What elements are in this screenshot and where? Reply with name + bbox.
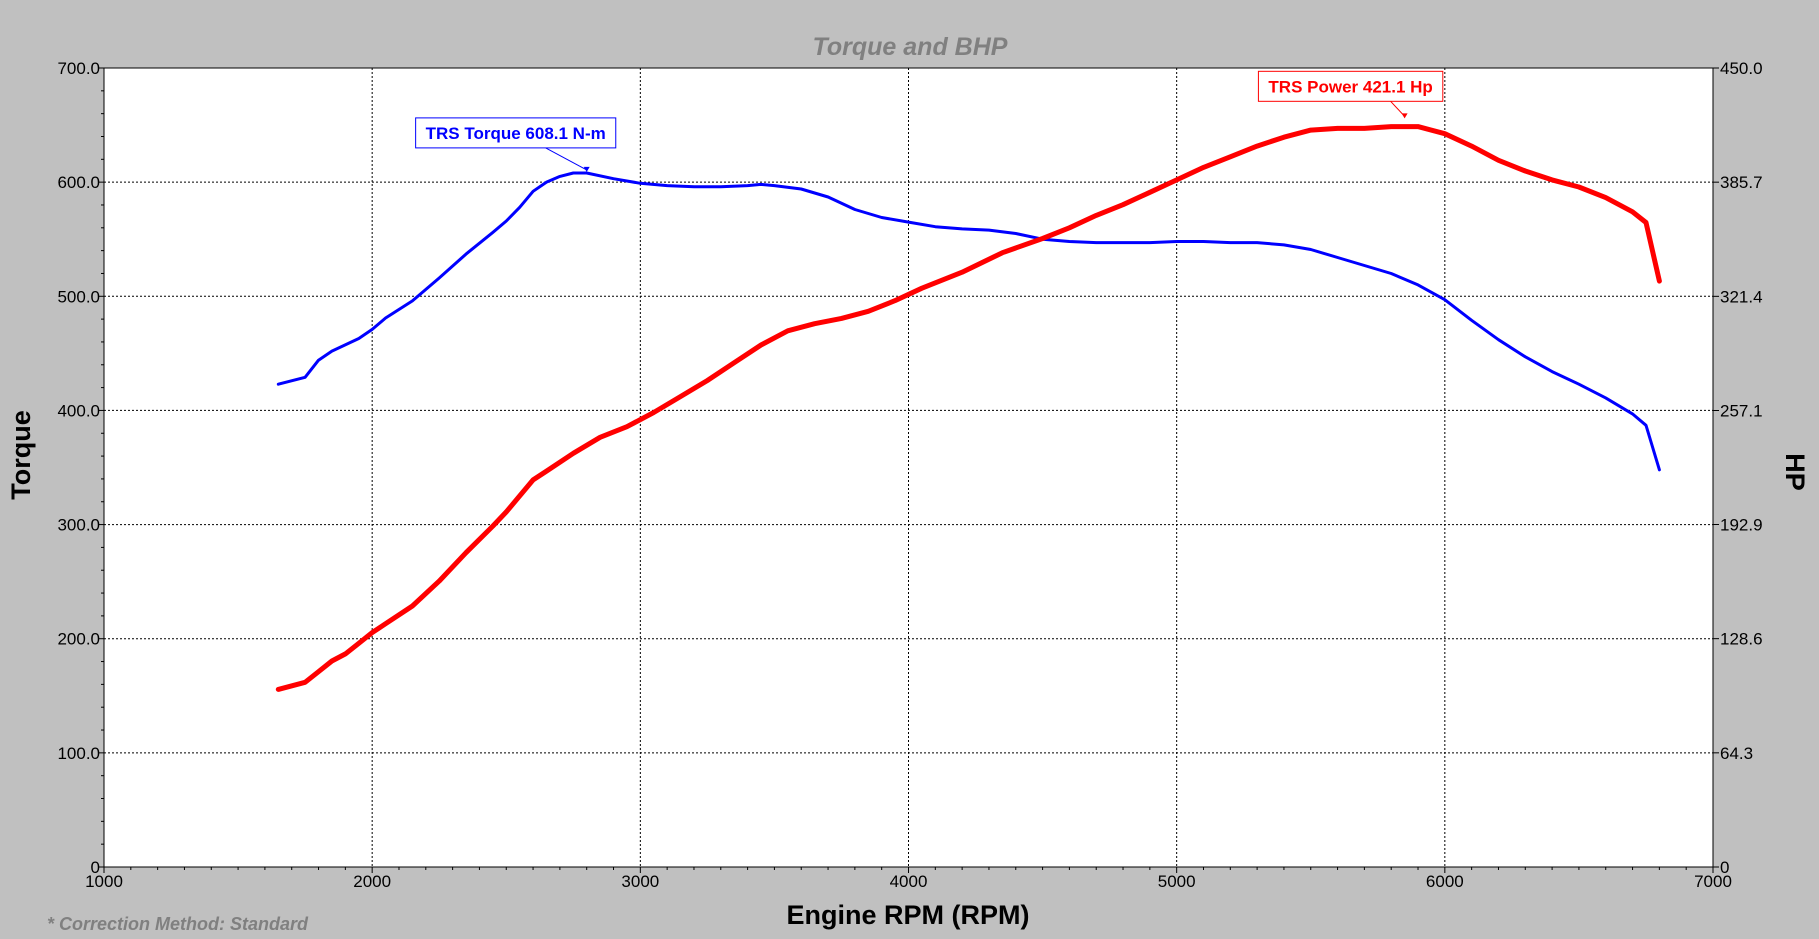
- y-right-tick-label: 450.0: [1720, 59, 1763, 78]
- x-tick-label: 2000: [353, 872, 391, 891]
- power-peak-label: TRS Power 421.1 Hp: [1268, 77, 1432, 96]
- axis-ticks: 1000 2000 3000 4000 5000 6000 70000100.0200.03…: [57, 59, 1762, 891]
- y-right-tick-label: 0: [1720, 858, 1729, 877]
- torque-peak-label: TRS Torque 608.1 N-m: [426, 124, 606, 143]
- y-left-tick-label: 700.0: [57, 59, 100, 78]
- peak-annotations: TRS Torque 608.1 N-m TRS Power 421.1 Hp: [415, 70, 1444, 172]
- y-right-tick-label: 192.9: [1720, 515, 1763, 534]
- y-left-tick-label: 0: [91, 858, 100, 877]
- y-left-tick-label: 600.0: [57, 173, 100, 192]
- power-curve: [275, 124, 1662, 692]
- y-right-tick-label: 385.7: [1720, 173, 1763, 192]
- y-left-tick-label: 400.0: [57, 401, 100, 420]
- peak-label-box: [1257, 70, 1444, 102]
- y-right-tick-label: 321.4: [1720, 287, 1763, 306]
- x-tick-label: 4000: [890, 872, 928, 891]
- correction-method-note: * Correction Method: Standard: [47, 914, 309, 934]
- grid-lines: [104, 68, 1713, 867]
- x-tick-label: 1000: [85, 872, 123, 891]
- x-tick-label: 3000: [621, 872, 659, 891]
- plot-area: [103, 67, 1714, 868]
- data-series: [275, 124, 1662, 692]
- peak-arrow-head: [1401, 113, 1408, 119]
- peak-label-box: [415, 117, 617, 149]
- x-tick-label: 7000: [1694, 872, 1732, 891]
- y-left-tick-label: 200.0: [57, 630, 100, 649]
- torque-curve: [276, 171, 1661, 472]
- y-right-tick-label: 64.3: [1720, 744, 1753, 763]
- peak-arrow-head: [583, 166, 590, 172]
- chart-title: Torque and BHP: [813, 33, 1008, 61]
- y-left-tick-label: 300.0: [57, 516, 100, 535]
- y-left-tick-label: 100.0: [57, 744, 100, 763]
- x-axis-title: Engine RPM (RPM): [787, 900, 1030, 930]
- y-right-tick-label: 257.1: [1720, 402, 1763, 421]
- y-right-tick-label: 128.6: [1720, 630, 1763, 649]
- y-right-axis-title: HP: [1780, 453, 1810, 491]
- peak-leader-line: [545, 147, 587, 171]
- x-tick-label: 6000: [1426, 872, 1464, 891]
- y-left-axis-title: Torque: [6, 410, 36, 500]
- y-left-tick-label: 500.0: [57, 287, 100, 306]
- x-tick-label: 5000: [1158, 872, 1196, 891]
